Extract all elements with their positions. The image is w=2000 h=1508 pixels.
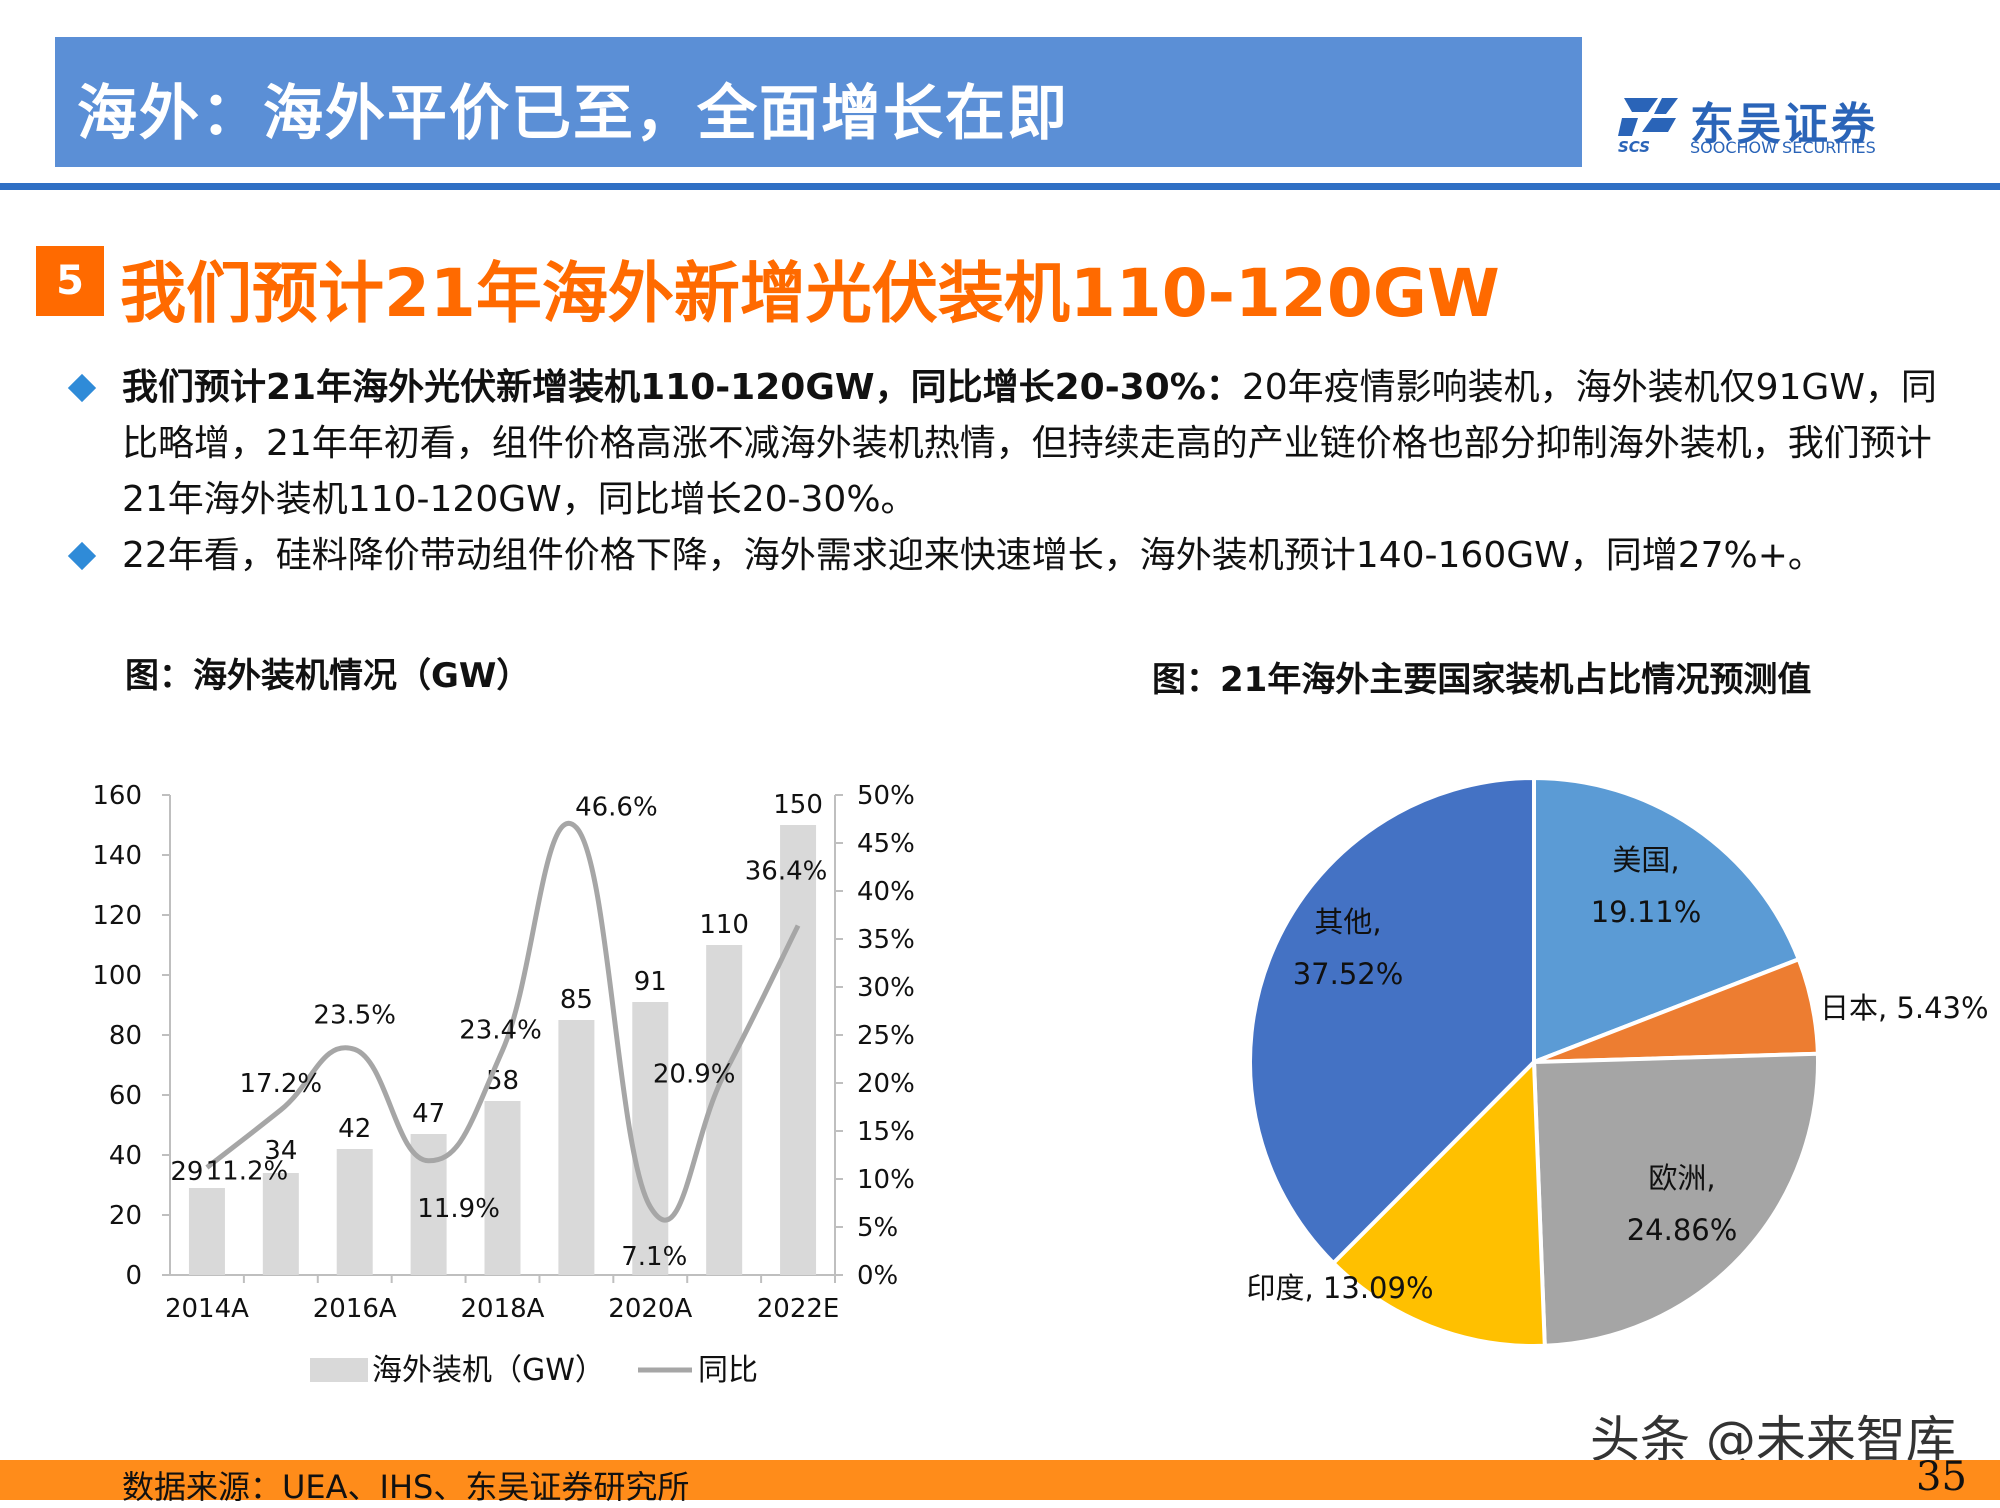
section-heading: 我们预计21年海外新增光伏装机110-120GW xyxy=(120,240,1500,336)
right-chart-title: 图：21年海外主要国家装机占比情况预测值 xyxy=(1152,652,1811,701)
right-tick-label: 15% xyxy=(857,1117,915,1147)
right-tick-label: 10% xyxy=(857,1165,915,1195)
x-tick-label: 2014A xyxy=(165,1294,249,1324)
right-tick-label: 0% xyxy=(857,1261,898,1291)
left-tick-label: 160 xyxy=(92,781,142,811)
left-tick-label: 40 xyxy=(109,1141,142,1171)
logo-english-text: SOOCHOW SECURITIES xyxy=(1690,138,1876,157)
bar xyxy=(189,1188,225,1275)
bar xyxy=(632,1002,668,1275)
left-tick-label: 60 xyxy=(109,1081,142,1111)
line-data-label: 7.1% xyxy=(621,1242,687,1272)
bar xyxy=(558,1020,594,1275)
pie-slice-value: 19.11% xyxy=(1591,895,1702,929)
bullet-bold-text: 我们预计21年海外光伏新增装机110-120GW，同比增长20-30%： xyxy=(122,367,1242,408)
header-divider xyxy=(0,183,2000,190)
left-tick-label: 20 xyxy=(109,1201,142,1231)
line-data-label: 11.9% xyxy=(417,1194,500,1224)
bar-data-label: 42 xyxy=(338,1114,371,1144)
bar xyxy=(337,1149,373,1275)
logo-abbreviation: SCS xyxy=(1618,138,1650,156)
x-tick-label: 2018A xyxy=(461,1294,545,1324)
bullet-item: 22年看，硅料降价带动组件价格下降，海外需求迎来快速增长，海外装机预计140-1… xyxy=(60,528,1940,584)
bar xyxy=(485,1101,521,1275)
legend-bar-swatch xyxy=(310,1358,368,1382)
chart-legend: 海外装机（GW） 同比 xyxy=(310,1353,758,1388)
bar-data-label: 110 xyxy=(699,910,749,940)
pie-slice-label: 欧洲, xyxy=(1648,1161,1715,1195)
bar-data-label: 150 xyxy=(773,790,823,820)
section-number: 5 xyxy=(36,246,104,316)
line-data-label: 17.2% xyxy=(240,1069,323,1099)
right-tick-label: 35% xyxy=(857,925,915,955)
pie-slice-label: 其他, xyxy=(1314,905,1381,939)
country-share-pie-chart: 美国, 19.11% 日本, 5.43% 欧洲, 24.86% 印度, 13.09% 其他,… xyxy=(1180,740,2000,1380)
x-tick-label: 2022E xyxy=(757,1294,840,1324)
right-tick-label: 5% xyxy=(857,1213,898,1243)
bar-data-label: 91 xyxy=(634,967,667,997)
left-tick-label: 100 xyxy=(92,961,142,991)
bar-data-label: 29 xyxy=(170,1157,203,1187)
page-number: 35 xyxy=(1916,1454,1967,1500)
company-logo: 东吴证券 SCS SOOCHOW SECURITIES xyxy=(1618,88,1908,160)
left-tick-label: 80 xyxy=(109,1021,142,1051)
bar xyxy=(263,1173,299,1275)
bar xyxy=(780,825,816,1275)
bar-data-label: 47 xyxy=(412,1099,445,1129)
line-data-label: 20.9% xyxy=(653,1059,736,1089)
diamond-bullet-icon xyxy=(68,374,96,402)
pie-slice-label: 日本, 5.43% xyxy=(1820,991,1989,1025)
line-data-label: 46.6% xyxy=(575,793,658,823)
bullet-list: 我们预计21年海外光伏新增装机110-120GW，同比增长20-30%：20年疫… xyxy=(60,360,1940,584)
line-data-label: 11.2% xyxy=(206,1156,289,1186)
data-source: 数据来源：UEA、IHS、东吴证券研究所 xyxy=(122,1462,689,1508)
pie-slice-value: 24.86% xyxy=(1627,1213,1738,1247)
pie-slice-label: 美国, xyxy=(1612,843,1679,877)
right-tick-label: 50% xyxy=(857,781,915,811)
x-tick-label: 2016A xyxy=(313,1294,397,1324)
legend-bar-label: 海外装机（GW） xyxy=(372,1353,605,1388)
bar-data-label: 85 xyxy=(560,985,593,1015)
line-data-label: 36.4% xyxy=(745,857,828,887)
pie-slice xyxy=(1534,1054,1818,1346)
right-tick-label: 30% xyxy=(857,973,915,1003)
left-tick-label: 0 xyxy=(125,1261,142,1291)
left-tick-label: 140 xyxy=(92,841,142,871)
diamond-bullet-icon xyxy=(68,542,96,570)
right-tick-label: 45% xyxy=(857,829,915,859)
right-tick-label: 25% xyxy=(857,1021,915,1051)
pie-slice-label: 印度, 13.09% xyxy=(1246,1271,1433,1305)
bullet-text: 22年看，硅料降价带动组件价格下降，海外需求迎来快速增长，海外装机预计140-1… xyxy=(122,535,1824,576)
left-chart-title: 图：海外装机情况（GW） xyxy=(125,648,530,697)
installations-combo-chart: 0 20 40 60 80 100 120 140 160 0% 5% 10% 15% 20% 25% 30%… xyxy=(0,740,960,1420)
right-tick-label: 20% xyxy=(857,1069,915,1099)
soochow-logo-icon xyxy=(1618,92,1682,144)
left-tick-label: 120 xyxy=(92,901,142,931)
pie-slice-value: 37.52% xyxy=(1293,957,1404,991)
bullet-item: 我们预计21年海外光伏新增装机110-120GW，同比增长20-30%：20年疫… xyxy=(60,360,1940,528)
header-banner: 海外：海外平价已至，全面增长在即 xyxy=(55,37,1582,167)
line-data-label: 23.5% xyxy=(313,1000,396,1030)
page-title: 海外：海外平价已至，全面增长在即 xyxy=(77,65,1069,152)
x-tick-label: 2020A xyxy=(608,1294,692,1324)
line-data-label: 23.4% xyxy=(459,1015,542,1045)
legend-line-label: 同比 xyxy=(698,1353,758,1388)
right-tick-label: 40% xyxy=(857,877,915,907)
